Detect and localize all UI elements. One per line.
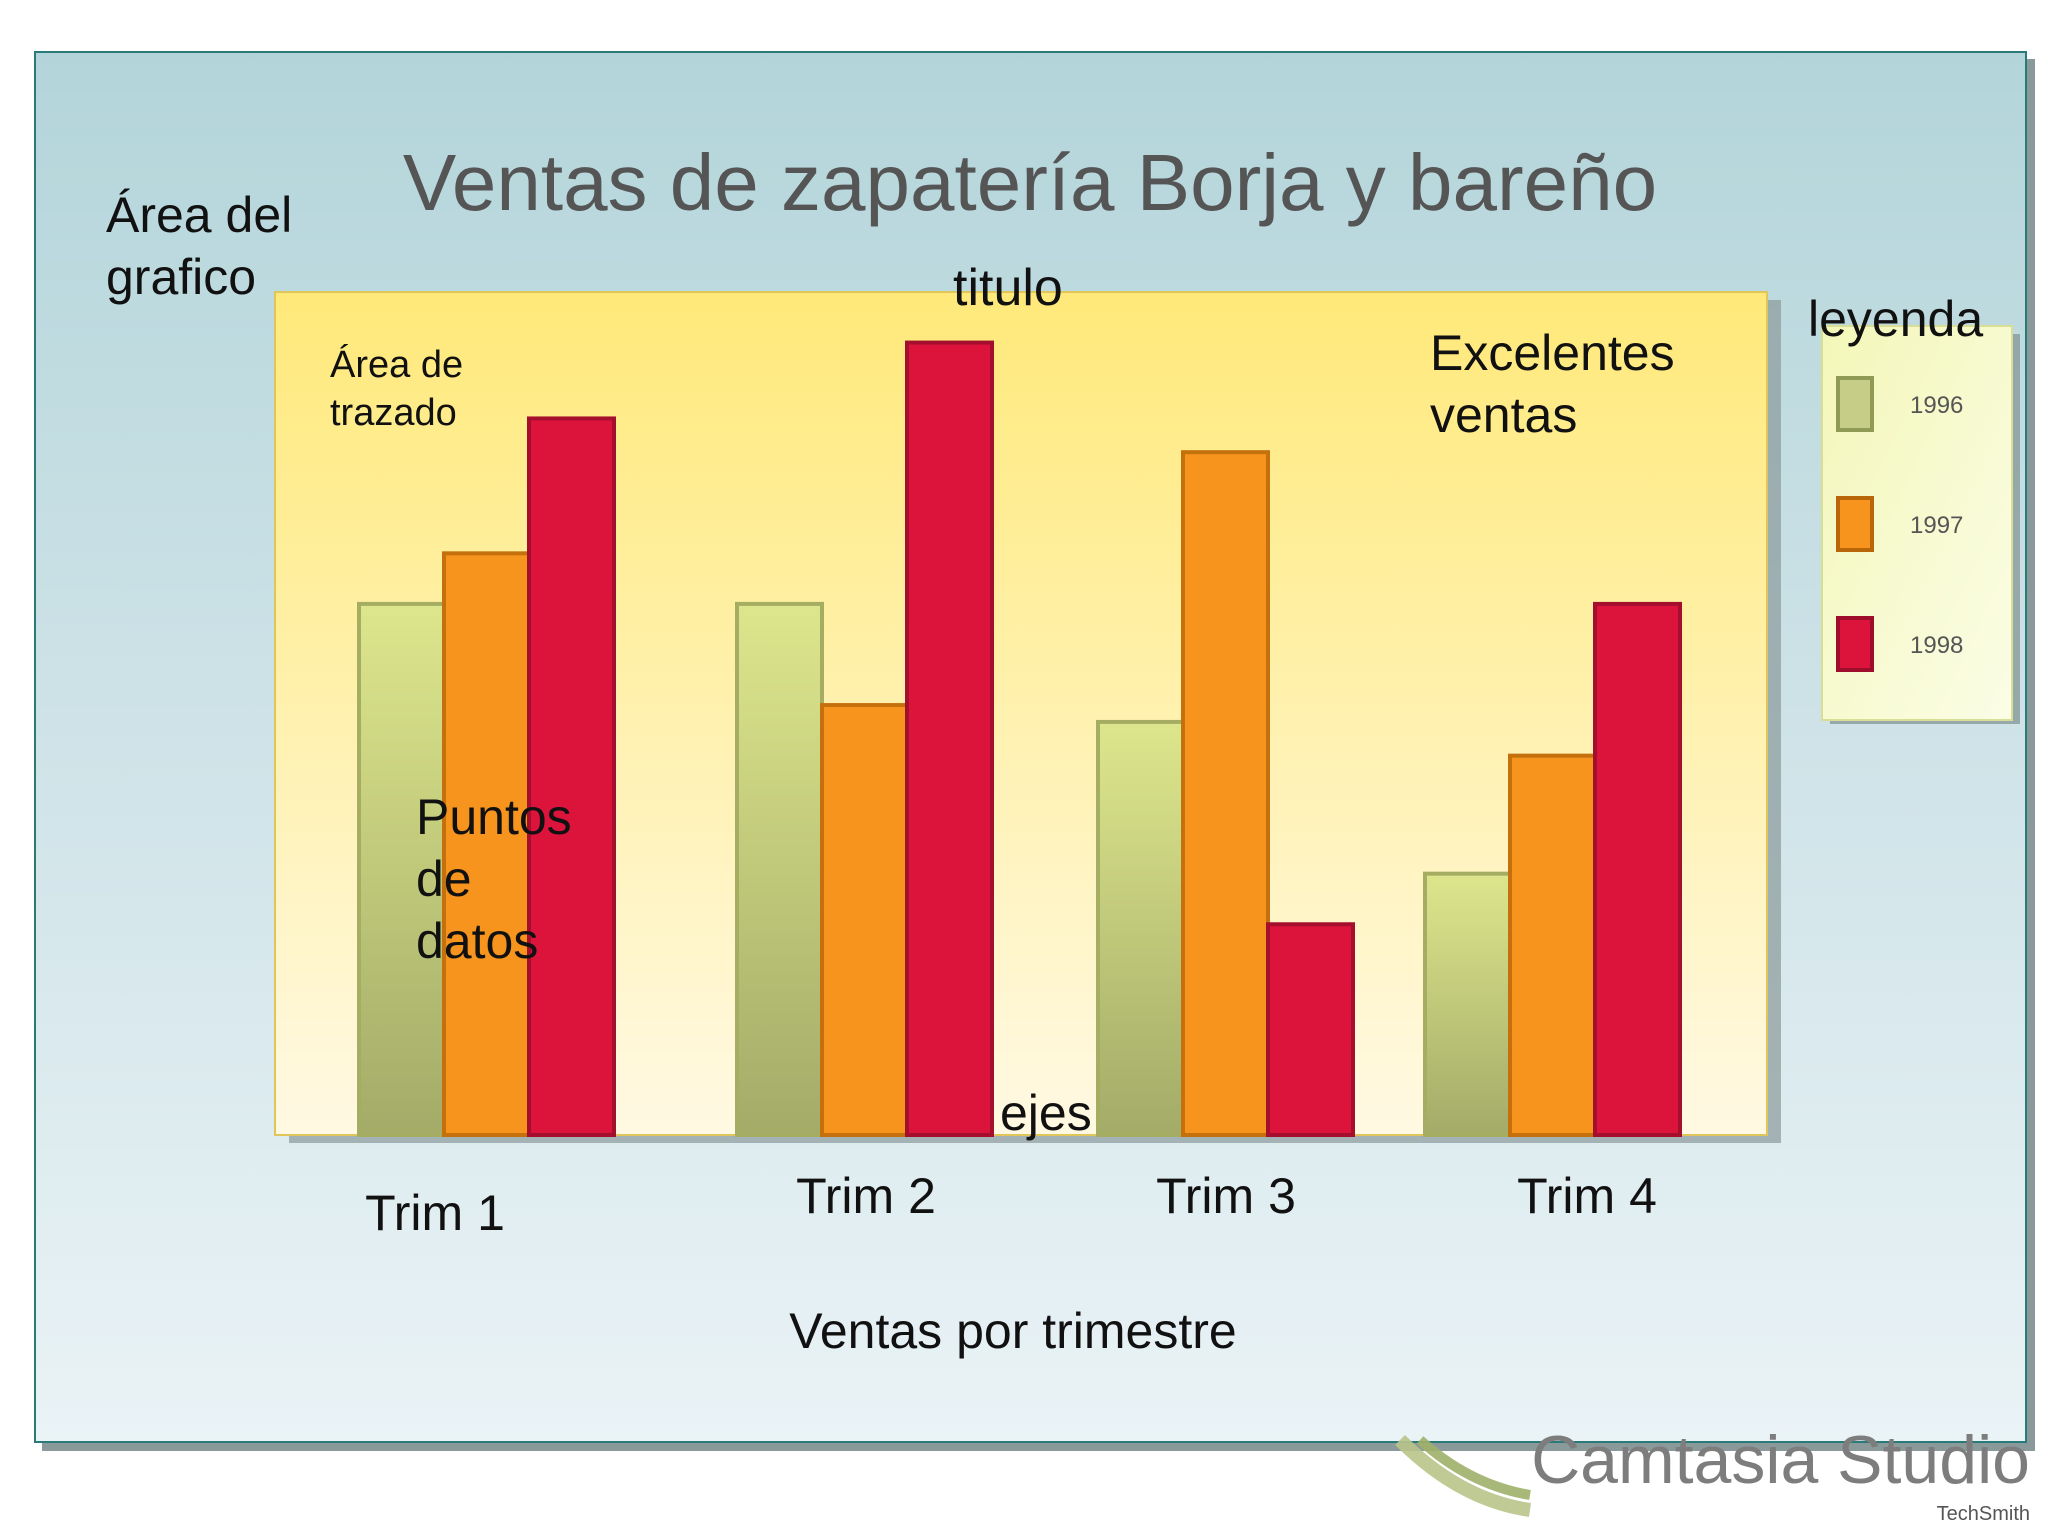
annotation-line: Excelentes [1430,325,1675,381]
annotation-line: Puntos [416,789,572,845]
bars [357,340,1682,1138]
camtasia-logo-icon [1395,1435,1532,1517]
category-label: Trim 1 [365,1185,505,1241]
legend-swatch-1997 [1836,496,1874,552]
bar-1996-trim-3 [1096,719,1185,1137]
watermark-vendor: TechSmith [1937,1503,2030,1525]
legend-label-1998: 1998 [1910,632,1963,659]
category-labels: Trim 1 Trim 2 Trim 3 Trim 4 [365,1168,1657,1241]
legend-label-1997: 1997 [1910,512,1963,539]
annotation-data-points: Puntos de datos [416,789,572,969]
bar-1996-trim-2 [735,601,824,1137]
bar-1997-trim-1 [442,551,531,1137]
legend-label-1996: 1996 [1910,392,1963,419]
bar-1996-trim-4 [1423,871,1512,1137]
watermark-brand: Camtasia Studio [1531,1422,2030,1498]
bar-1997-trim-4 [1508,753,1597,1138]
annotation-legend: leyenda [1808,291,1983,347]
annotation-line: de [416,851,472,907]
bar-1998-trim-3 [1266,922,1355,1137]
annotation-title: titulo [953,259,1063,317]
bar-1996-trim-1 [357,601,446,1137]
annotation-line: ventas [1430,387,1577,443]
x-axis-label: Ventas por trimestre [789,1303,1236,1359]
annotation-excellent: Excelentes ventas [1430,325,1675,443]
annotation-line: datos [416,913,538,969]
bar-1997-trim-2 [820,703,909,1137]
annotation-line: Área de [330,343,463,386]
legend: 1996 1997 1998 [1836,376,1963,672]
bar-1998-trim-1 [527,416,616,1137]
legend-swatch-1998 [1836,616,1874,672]
category-label: Trim 2 [796,1168,936,1224]
bar-1997-trim-3 [1181,450,1270,1138]
bar-1998-trim-2 [905,340,994,1137]
annotation-line: grafico [106,249,256,305]
bar-1998-trim-4 [1593,601,1682,1137]
annotation-line: Área del [106,187,292,243]
category-label: Trim 3 [1156,1168,1296,1224]
camtasia-watermark: Camtasia Studio TechSmith [1395,1422,2030,1525]
annotation-line: trazado [330,392,457,434]
legend-swatch-1996 [1836,376,1874,432]
annotation-chart-area: Área del grafico [106,187,292,305]
category-label: Trim 4 [1517,1168,1657,1224]
chart-title: Ventas de zapatería Borja y bareño [403,138,1657,227]
annotation-axes: ejes [1000,1085,1092,1141]
annotation-plot-area: Área de trazado [330,343,463,434]
